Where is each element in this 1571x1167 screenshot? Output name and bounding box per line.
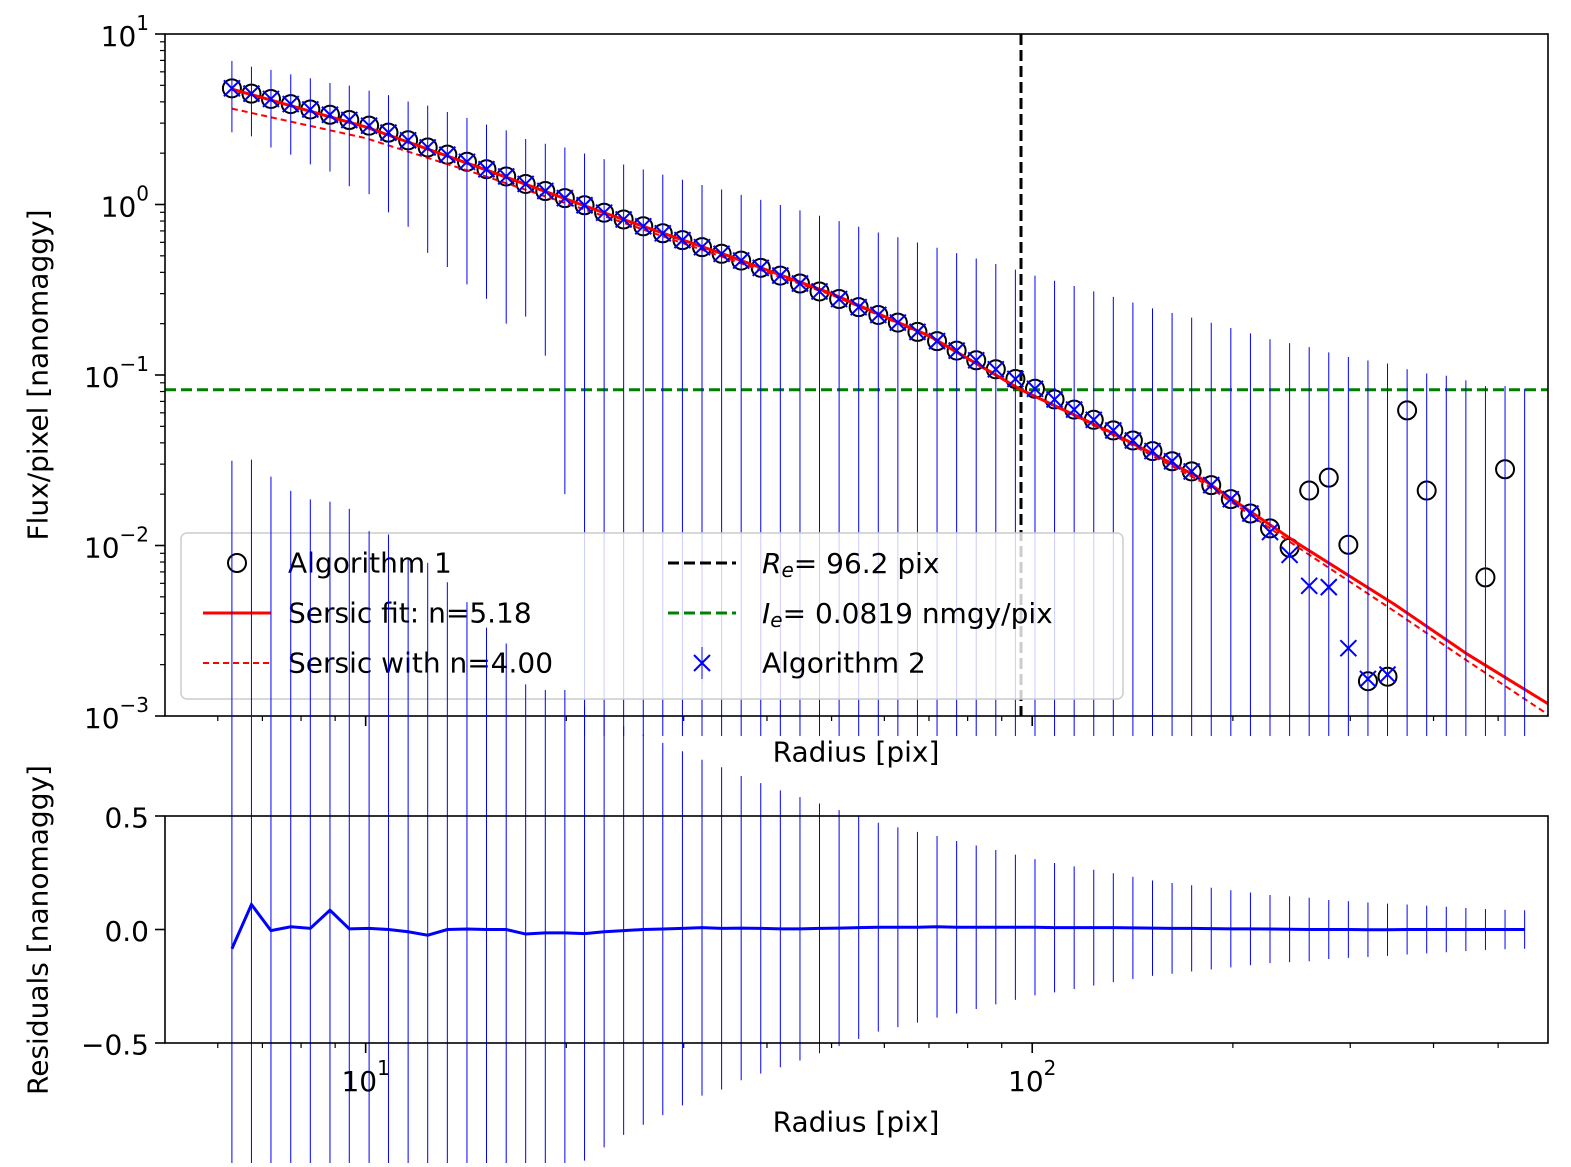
legend-frame [180, 532, 1124, 700]
legend-label: Algorithm 1 [288, 547, 452, 580]
y-tick-label: 100 [101, 182, 149, 224]
tick-base: 10 [101, 20, 137, 53]
tick-base: 10 [84, 702, 120, 735]
legend-label: Re= 96.2 pix [762, 547, 940, 583]
y-tick-label: 10−1 [84, 352, 149, 394]
tick-exponent: 1 [136, 11, 149, 35]
fit-line [231, 107, 1548, 716]
tick-exponent: −2 [120, 523, 149, 547]
tick-exponent: 1 [377, 1056, 390, 1080]
legend-subscript: e [770, 608, 782, 632]
tick-base: 10 [84, 361, 120, 394]
y-tick-label: 101 [101, 11, 149, 53]
legend-marker [227, 553, 247, 573]
y-tick-label: 10−2 [84, 523, 149, 565]
tick-base: 10 [1008, 1065, 1044, 1098]
y-axis-label: Residuals [nanomaggy] [22, 765, 55, 1095]
legend-text: = 0.0819 nmgy/pix [783, 597, 1053, 630]
legend-text: = 96.2 pix [794, 547, 940, 580]
tick-base: 10 [101, 190, 137, 223]
y-axis-label: Flux/pixel [nanomaggy] [22, 210, 55, 541]
tick-base: 10 [341, 1065, 377, 1098]
y-tick-label: 0.0 [104, 915, 149, 948]
x-axis-label: Radius [pix] [773, 736, 940, 769]
legend-symbol: I [762, 597, 770, 630]
y-tick-label: 10−3 [84, 693, 149, 735]
y-tick-label: 0.5 [104, 802, 149, 835]
legend-subscript: e [781, 558, 793, 582]
legend-label: Ie= 0.0819 nmgy/pix [762, 597, 1053, 633]
tick-exponent: −3 [120, 693, 149, 717]
tick-exponent: 2 [1044, 1056, 1057, 1080]
x-tick-label: 101 [341, 1056, 389, 1098]
legend-marker [693, 654, 711, 672]
tick-exponent: −1 [120, 352, 149, 376]
legend-label: Algorithm 2 [762, 647, 926, 680]
tick-exponent: 0 [136, 182, 149, 206]
legend-label: Sersic with n=4.00 [288, 647, 553, 680]
y-tick-label: −0.5 [81, 1029, 149, 1062]
x-axis-label: Radius [pix] [773, 1106, 940, 1139]
legend: Algorithm 1 Sersic fit: n=5.18 Sersic with… [180, 532, 1124, 700]
x-tick-label: 102 [1008, 1056, 1056, 1098]
legend-symbol: R [762, 547, 781, 580]
tick-base: 10 [84, 531, 120, 564]
legend-label: Sersic fit: n=5.18 [288, 597, 532, 630]
